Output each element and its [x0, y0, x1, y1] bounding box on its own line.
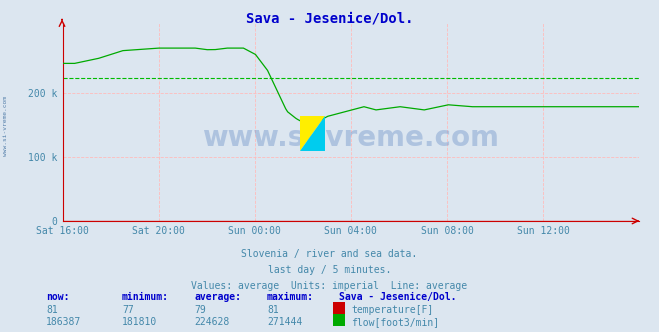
Text: now:: now: [46, 292, 70, 302]
Text: 186387: 186387 [46, 317, 81, 327]
Text: average:: average: [194, 292, 241, 302]
Text: flow[foot3/min]: flow[foot3/min] [351, 317, 440, 327]
Text: 224628: 224628 [194, 317, 229, 327]
Text: temperature[F]: temperature[F] [351, 305, 434, 315]
Text: 81: 81 [46, 305, 58, 315]
Text: Sava - Jesenice/Dol.: Sava - Jesenice/Dol. [339, 292, 457, 302]
Text: 81: 81 [267, 305, 279, 315]
Text: www.si-vreme.com: www.si-vreme.com [3, 96, 8, 156]
Polygon shape [300, 116, 325, 151]
Text: 271444: 271444 [267, 317, 302, 327]
Polygon shape [300, 116, 325, 151]
Text: 79: 79 [194, 305, 206, 315]
Text: 181810: 181810 [122, 317, 157, 327]
Text: maximum:: maximum: [267, 292, 314, 302]
Text: Sava - Jesenice/Dol.: Sava - Jesenice/Dol. [246, 12, 413, 26]
Text: 77: 77 [122, 305, 134, 315]
Text: www.si-vreme.com: www.si-vreme.com [202, 124, 500, 152]
Text: minimum:: minimum: [122, 292, 169, 302]
Text: Values: average  Units: imperial  Line: average: Values: average Units: imperial Line: av… [191, 281, 468, 291]
Text: last day / 5 minutes.: last day / 5 minutes. [268, 265, 391, 275]
Text: Slovenia / river and sea data.: Slovenia / river and sea data. [241, 249, 418, 259]
